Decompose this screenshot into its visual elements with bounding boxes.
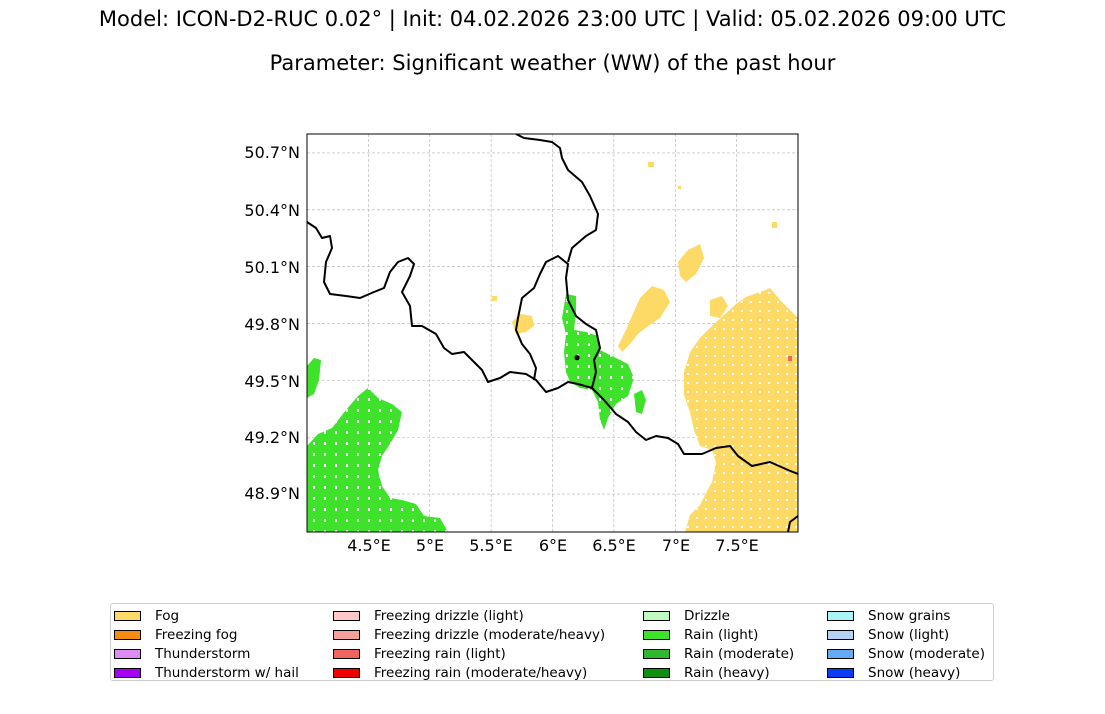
legend-item-rain-light: Rain (light) [643, 625, 794, 644]
legend-swatch [643, 629, 670, 640]
border-de-fr [591, 387, 798, 475]
legend-label: Snow (light) [868, 626, 950, 643]
legend-item-thunderstorm: Thunderstorm [114, 644, 299, 663]
lat-tick-label: 49.5°N [244, 372, 300, 391]
lat-tick-label: 50.1°N [244, 258, 300, 277]
legend-label: Snow (heavy) [868, 664, 961, 681]
rain-patch-west-edge [307, 358, 321, 398]
legend-swatch [114, 629, 141, 640]
country-borders [307, 134, 798, 532]
legend-column: Fog Freezing fog Thunderstorm Thundersto… [114, 606, 299, 682]
lat-tick-label: 50.7°N [244, 143, 300, 162]
legend: Fog Freezing fog Thunderstorm Thundersto… [110, 603, 994, 681]
legend-item-freezing-drizzle-light: Freezing drizzle (light) [333, 606, 605, 625]
legend-label: Rain (light) [684, 626, 759, 643]
chart-subtitle: Parameter: Significant weather (WW) of t… [269, 51, 836, 75]
latitude-gridlines [307, 152, 798, 495]
legend-label: Freezing drizzle (light) [374, 607, 524, 624]
legend-item-rain-moderate: Rain (moderate) [643, 644, 794, 663]
lon-tick-label: 6.5°E [592, 536, 636, 555]
legend-swatch [333, 667, 360, 678]
border-be-fr [307, 221, 593, 393]
legend-swatch [333, 629, 360, 640]
legend-label: Rain (heavy) [684, 664, 770, 681]
fog-scatter-mid [618, 286, 670, 352]
legend-item-thunderstorm-hail: Thunderstorm w/ hail [114, 663, 299, 682]
legend-swatch [333, 648, 360, 659]
legend-swatch [643, 667, 670, 678]
legend-label: Drizzle [684, 607, 730, 624]
legend-label: Freezing rain (moderate/heavy) [374, 664, 588, 681]
legend-label: Thunderstorm w/ hail [155, 664, 299, 681]
lon-tick-label: 5.5°E [469, 536, 513, 555]
legend-swatch [333, 610, 360, 621]
lon-tick-label: 5°E [416, 536, 444, 555]
fog-speck [492, 296, 497, 301]
legend-item-snow-grains: Snow grains [827, 606, 985, 625]
legend-item-freezing-fog: Freezing fog [114, 625, 299, 644]
legend-item-freezing-drizzle-moderate: Freezing drizzle (moderate/heavy) [333, 625, 605, 644]
location-marker [574, 355, 580, 361]
fog-speck [772, 222, 777, 228]
lat-tick-label: 49.8°N [244, 315, 300, 334]
rain-patch-east [634, 390, 646, 414]
legend-label: Freezing drizzle (moderate/heavy) [374, 626, 606, 643]
legend-column: Drizzle Rain (light) Rain (moderate) Rai… [643, 606, 794, 682]
chart-title: Model: ICON-D2-RUC 0.02° | Init: 04.02.2… [98, 7, 1007, 31]
legend-swatch [827, 610, 854, 621]
legend-swatch [827, 629, 854, 640]
border-de-ch-corner [787, 515, 798, 532]
rain-area-southwest [307, 388, 448, 532]
map-frame [306, 133, 799, 533]
legend-swatch [643, 610, 670, 621]
border-lu [515, 255, 601, 389]
legend-label: Freezing fog [155, 626, 238, 643]
fog-speck [648, 162, 654, 167]
weather-fields [307, 162, 798, 532]
lon-tick-label: 6°E [539, 536, 567, 555]
legend-label: Rain (moderate) [684, 645, 795, 662]
legend-swatch [827, 667, 854, 678]
fog-speck [678, 186, 681, 189]
lon-tick-label: 7.5°E [715, 536, 759, 555]
rain-area-central [562, 294, 634, 430]
legend-item-snow-heavy: Snow (heavy) [827, 663, 985, 682]
legend-label: Snow (moderate) [868, 645, 985, 662]
legend-item-snow-light: Snow (light) [827, 625, 985, 644]
lon-tick-label: 4.5°E [347, 536, 391, 555]
legend-item-freezing-rain-light: Freezing rain (light) [333, 644, 605, 663]
legend-swatch [827, 648, 854, 659]
freezing-rain-speck [788, 356, 792, 361]
legend-swatch [114, 648, 141, 659]
legend-column: Freezing drizzle (light) Freezing drizzl… [333, 606, 605, 682]
legend-swatch [643, 648, 670, 659]
legend-column: Snow grains Snow (light) Snow (moderate)… [827, 606, 985, 682]
legend-swatch [114, 667, 141, 678]
legend-label: Snow grains [868, 607, 951, 624]
legend-label: Thunderstorm [155, 645, 251, 662]
lat-tick-label: 49.2°N [244, 428, 300, 447]
lat-tick-label: 50.4°N [244, 201, 300, 220]
fog-scatter-east [710, 296, 728, 318]
legend-item-freezing-rain-moderate: Freezing rain (moderate/heavy) [333, 663, 605, 682]
legend-item-drizzle: Drizzle [643, 606, 794, 625]
border-lu-de-north [515, 134, 599, 263]
legend-label: Freezing rain (light) [374, 645, 506, 662]
legend-item-fog: Fog [114, 606, 299, 625]
lon-tick-label: 7°E [662, 536, 690, 555]
legend-item-rain-heavy: Rain (heavy) [643, 663, 794, 682]
fog-area-east [684, 288, 798, 532]
legend-label: Fog [155, 607, 180, 624]
legend-swatch [114, 610, 141, 621]
legend-item-snow-moderate: Snow (moderate) [827, 644, 985, 663]
lat-tick-label: 48.9°N [244, 484, 300, 503]
fog-scatter-north [678, 244, 704, 282]
